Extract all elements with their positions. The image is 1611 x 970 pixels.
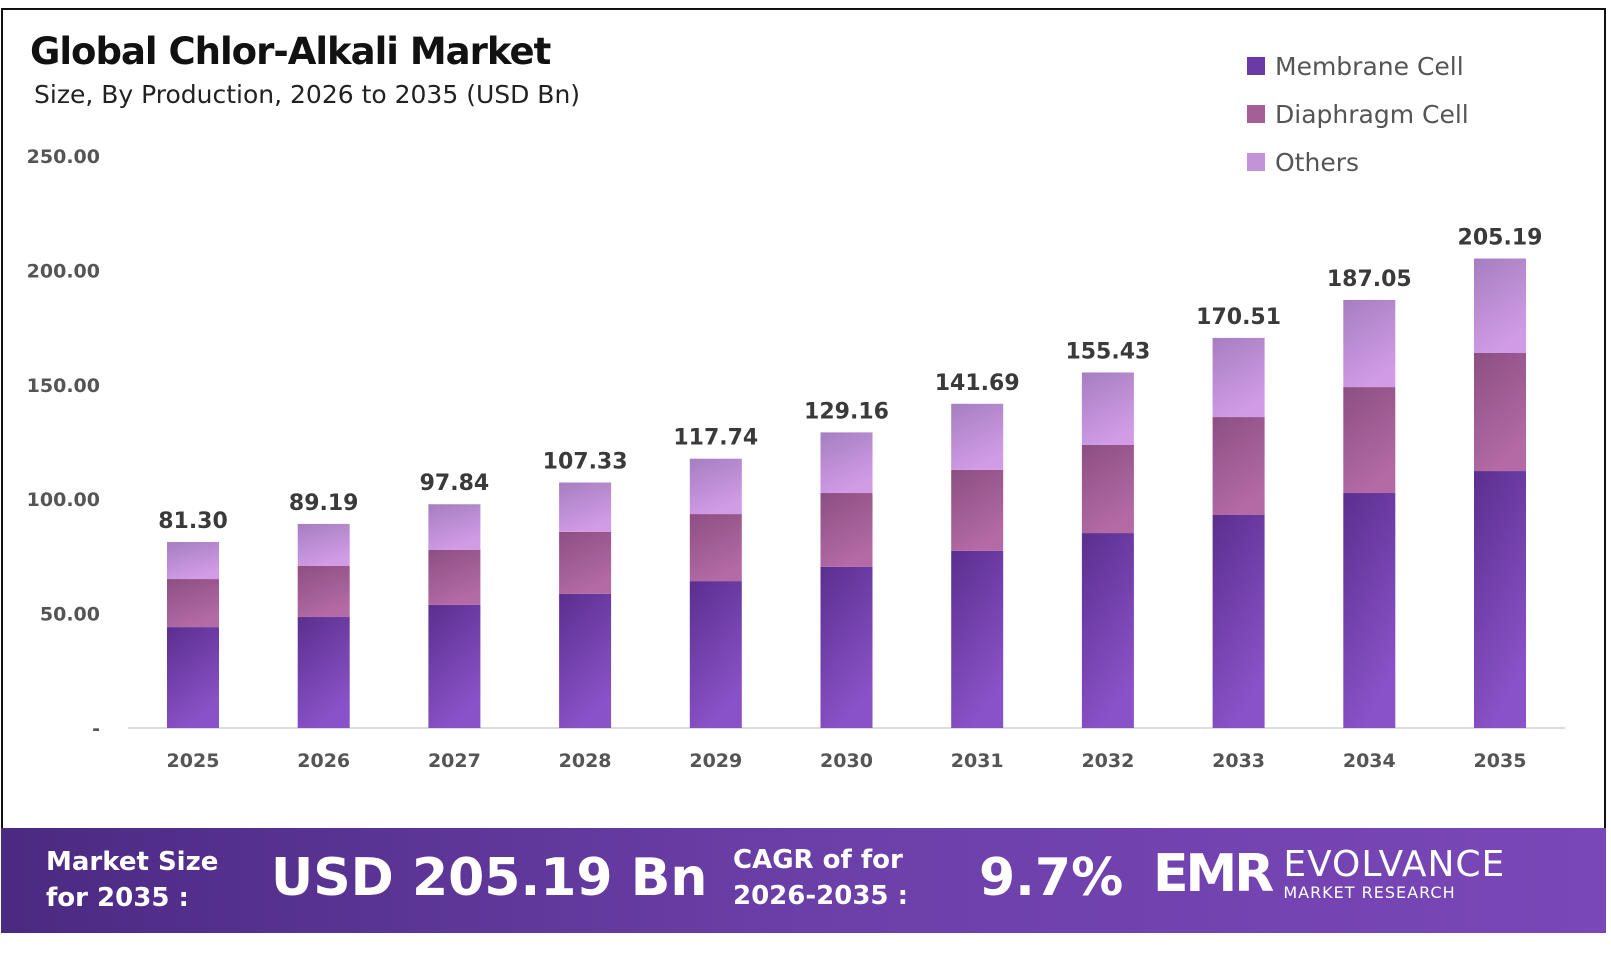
bar-segment-diaphragm-cell <box>820 493 873 567</box>
bar-segment-membrane-cell <box>689 581 742 728</box>
bar-segment-others <box>1081 372 1134 445</box>
y-tick-label: 150.00 <box>27 375 100 397</box>
bar-segment-membrane-cell <box>1081 533 1134 728</box>
legend-swatch <box>1247 57 1265 75</box>
x-tick-label: 2033 <box>1212 750 1265 772</box>
y-tick-label: 50.00 <box>40 604 100 626</box>
bar-chart: - 50.00 100.00 150.00 200.00 250.00 81.30 2025 8… <box>27 146 1565 772</box>
cagr-label-line: CAGR of for <box>733 845 903 875</box>
chart-title: Global Chlor-Alkali Market <box>30 30 551 73</box>
data-label-total: 187.05 <box>1327 267 1412 292</box>
bar-segment-others <box>820 432 873 494</box>
bar-segment-others <box>689 458 742 515</box>
x-tick-label: 2031 <box>951 750 1004 772</box>
market-size-label-line: Market Size <box>46 847 219 877</box>
bar-segment-others <box>1212 337 1265 418</box>
legend-label: Diaphragm Cell <box>1275 99 1469 129</box>
legend: Membrane Cell Diaphragm Cell Others <box>1247 42 1469 186</box>
bar-segment-diaphragm-cell <box>559 531 612 594</box>
bar-segment-membrane-cell <box>1343 493 1396 728</box>
legend-swatch <box>1247 153 1265 171</box>
cagr-label-line: 2026-2035 : <box>733 881 908 911</box>
bar-segment-others <box>167 541 219 580</box>
evolvance-logo: EMR EVOLVANCE MARKET RESEARCH <box>1153 844 1505 904</box>
bar-segment-diaphragm-cell <box>1474 352 1526 472</box>
data-label-total: 81.30 <box>158 509 228 534</box>
data-label-total: 141.69 <box>935 371 1020 396</box>
bar-segment-diaphragm-cell <box>167 579 219 628</box>
cagr-label: CAGR of for 2026-2035 : <box>733 842 908 914</box>
bar-segment-diaphragm-cell <box>1212 417 1265 515</box>
bar-segment-diaphragm-cell <box>428 549 481 605</box>
y-tick-label: 100.00 <box>27 489 100 511</box>
legend-label: Others <box>1275 147 1360 177</box>
bar-segment-others <box>428 504 481 550</box>
bar-segment-membrane-cell <box>559 593 612 728</box>
data-label-total: 89.19 <box>289 491 359 516</box>
market-size-label: Market Size for 2035 : <box>46 844 218 916</box>
logo-mark: EMR <box>1153 844 1274 904</box>
x-tick-label: 2027 <box>428 750 481 772</box>
bar-segment-membrane-cell <box>167 627 219 728</box>
x-tick-label: 2026 <box>297 750 350 772</box>
chart-subtitle: Size, By Production, 2026 to 2035 (USD B… <box>34 80 581 109</box>
x-tick-label: 2028 <box>559 750 612 772</box>
x-tick-label: 2035 <box>1474 750 1527 772</box>
bar-segment-others <box>297 523 350 567</box>
x-tick-label: 2034 <box>1343 750 1396 772</box>
bar-segment-membrane-cell <box>297 617 350 728</box>
legend-label: Membrane Cell <box>1275 51 1464 81</box>
x-tick-label: 2025 <box>167 750 220 772</box>
legend-item-others: Others <box>1247 138 1469 186</box>
bar-segment-others <box>951 403 1004 470</box>
bar-segment-membrane-cell <box>820 566 873 728</box>
data-label-total: 205.19 <box>1458 226 1543 251</box>
data-label-total: 129.16 <box>804 399 889 424</box>
cagr-value: 9.7% <box>979 848 1124 908</box>
data-label-total: 117.74 <box>673 426 758 451</box>
bar-segment-membrane-cell <box>428 604 481 728</box>
y-tick-label: 200.00 <box>27 260 100 282</box>
logo-name: EVOLVANCE <box>1283 843 1506 885</box>
x-tick-label: 2029 <box>689 750 742 772</box>
bar-segment-diaphragm-cell <box>1343 387 1396 494</box>
data-label-total: 170.51 <box>1196 305 1281 330</box>
legend-item-membrane: Membrane Cell <box>1247 42 1469 90</box>
data-label-total: 107.33 <box>543 449 628 474</box>
bar-segment-membrane-cell <box>1474 471 1526 728</box>
bar-segment-diaphragm-cell <box>297 566 350 618</box>
x-tick-label: 2032 <box>1081 750 1134 772</box>
bar-segment-membrane-cell <box>1212 514 1265 728</box>
data-label-total: 155.43 <box>1065 339 1150 364</box>
y-tick-label: 250.00 <box>27 146 100 168</box>
bar-segment-diaphragm-cell <box>951 469 1004 551</box>
logo-subtitle: MARKET RESEARCH <box>1283 882 1456 902</box>
bar-segment-others <box>1343 299 1396 388</box>
legend-item-diaphragm: Diaphragm Cell <box>1247 90 1469 138</box>
market-size-value: USD 205.19 Bn <box>271 848 708 908</box>
market-size-label-line: for 2035 : <box>46 883 189 913</box>
bar-segment-diaphragm-cell <box>1081 444 1134 534</box>
x-tick-label: 2030 <box>820 750 873 772</box>
data-label-total: 97.84 <box>420 471 490 496</box>
bar-segment-diaphragm-cell <box>689 514 742 582</box>
bar-segment-membrane-cell <box>951 550 1004 728</box>
bar-segment-others <box>1474 258 1526 353</box>
logo-text: EVOLVANCE MARKET RESEARCH <box>1283 843 1506 902</box>
footer-banner: Market Size for 2035 : USD 205.19 Bn CAGR… <box>1 828 1606 933</box>
bar-segment-others <box>559 482 612 532</box>
legend-swatch <box>1247 105 1265 123</box>
y-tick-label: - <box>92 718 100 740</box>
